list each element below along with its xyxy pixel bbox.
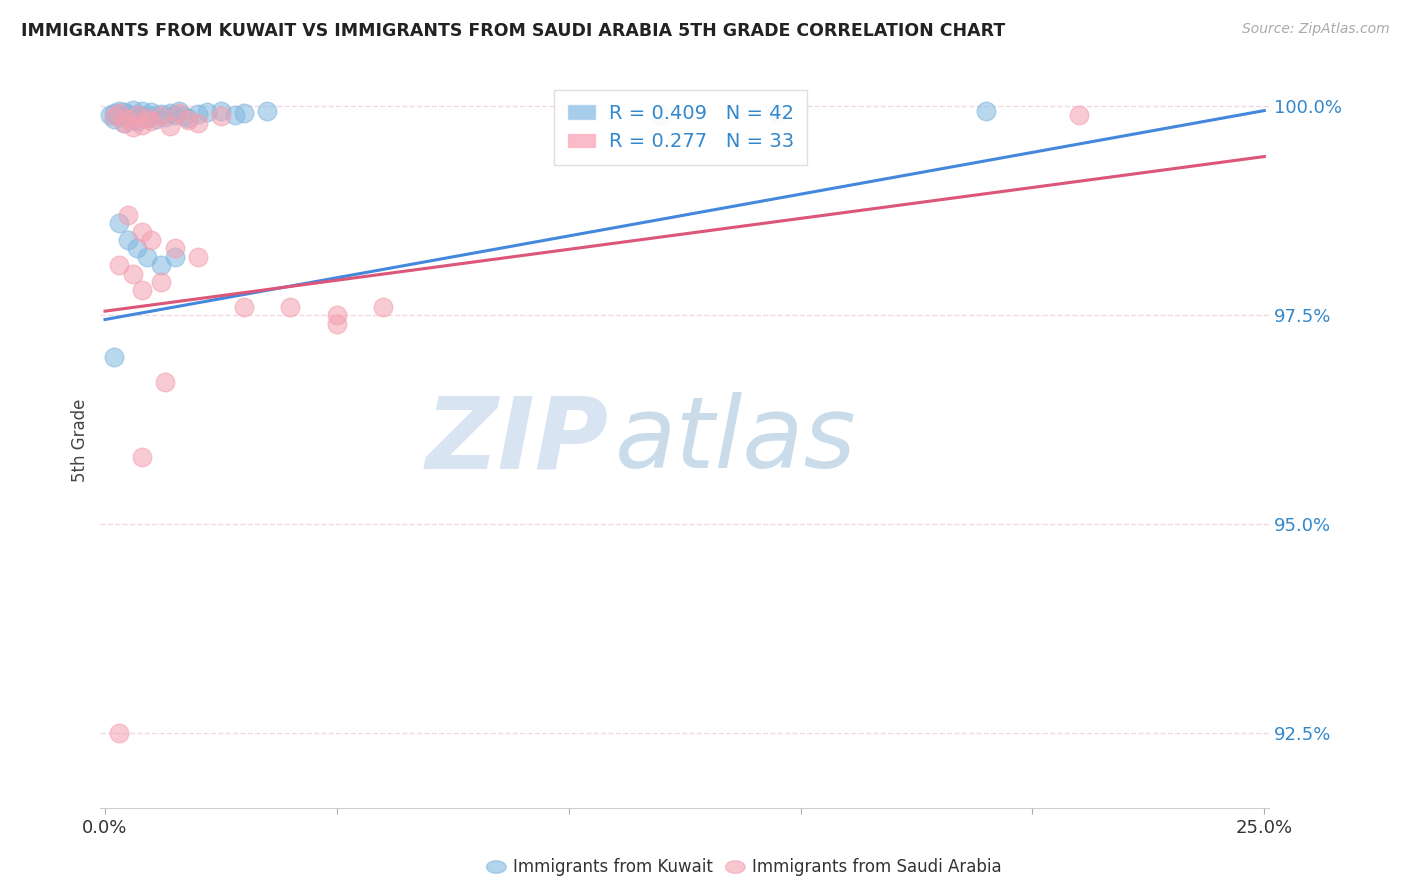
Point: [167, 103, 190, 118]
Point: [103, 112, 125, 126]
Point: [159, 120, 181, 134]
Point: [117, 112, 139, 126]
Point: [121, 112, 143, 127]
Point: [141, 105, 163, 120]
Point: [167, 106, 190, 120]
Point: [121, 103, 143, 117]
Y-axis label: 5th Grade: 5th Grade: [72, 399, 89, 483]
Point: [103, 106, 125, 120]
Point: [149, 107, 172, 121]
Point: [163, 108, 186, 122]
Point: [145, 112, 167, 126]
Point: [131, 225, 153, 239]
Point: [108, 216, 131, 230]
Point: [117, 110, 139, 124]
Point: [108, 106, 131, 120]
Point: [650, 108, 672, 122]
Point: [127, 108, 149, 122]
Point: [127, 108, 149, 122]
Point: [177, 111, 200, 125]
Point: [135, 111, 157, 125]
Point: [187, 107, 209, 121]
Point: [141, 109, 163, 123]
Point: [233, 106, 256, 120]
Point: [195, 105, 218, 120]
Point: [117, 208, 139, 222]
Point: [233, 300, 256, 314]
Point: [141, 233, 163, 247]
Point: [108, 258, 131, 272]
Point: [135, 111, 157, 125]
Point: [117, 107, 139, 121]
Point: [108, 726, 131, 740]
Point: [131, 110, 153, 124]
Point: [121, 120, 143, 135]
Point: [131, 450, 153, 465]
Point: [108, 110, 131, 124]
Point: [209, 103, 232, 118]
Point: [209, 110, 232, 124]
Point: [149, 110, 172, 124]
Text: atlas: atlas: [614, 392, 856, 489]
Point: [121, 267, 143, 281]
Point: [256, 104, 278, 119]
Point: [112, 116, 135, 130]
Point: [187, 250, 209, 264]
Point: [131, 283, 153, 297]
Point: [127, 114, 149, 128]
Point: [766, 106, 789, 120]
Point: [141, 114, 163, 128]
Text: IMMIGRANTS FROM KUWAIT VS IMMIGRANTS FROM SAUDI ARABIA 5TH GRADE CORRELATION CHA: IMMIGRANTS FROM KUWAIT VS IMMIGRANTS FRO…: [21, 22, 1005, 40]
Point: [177, 112, 200, 127]
Point: [112, 105, 135, 120]
Point: [163, 250, 186, 264]
Point: [98, 108, 121, 122]
Point: [131, 104, 153, 119]
Point: [187, 116, 209, 130]
Point: [280, 300, 302, 314]
Point: [149, 258, 172, 272]
Text: Immigrants from Kuwait: Immigrants from Kuwait: [513, 858, 713, 876]
Point: [108, 103, 131, 118]
Point: [163, 242, 186, 256]
Point: [326, 317, 349, 331]
Point: [112, 116, 135, 130]
Text: Source: ZipAtlas.com: Source: ZipAtlas.com: [1241, 22, 1389, 37]
Point: [326, 309, 349, 323]
Point: [159, 106, 181, 120]
Text: Immigrants from Saudi Arabia: Immigrants from Saudi Arabia: [752, 858, 1002, 876]
Point: [103, 350, 125, 364]
Point: [155, 110, 177, 124]
Point: [117, 233, 139, 247]
Point: [974, 103, 997, 118]
Legend: R = 0.409   N = 42, R = 0.277   N = 33: R = 0.409 N = 42, R = 0.277 N = 33: [554, 90, 807, 165]
Point: [103, 110, 125, 124]
Point: [1067, 108, 1090, 122]
Point: [127, 242, 149, 256]
Point: [149, 275, 172, 289]
Point: [173, 110, 195, 124]
Point: [135, 250, 157, 264]
Text: ZIP: ZIP: [426, 392, 609, 489]
Point: [373, 300, 395, 314]
Point: [224, 108, 246, 122]
Point: [155, 375, 177, 389]
Point: [131, 118, 153, 132]
